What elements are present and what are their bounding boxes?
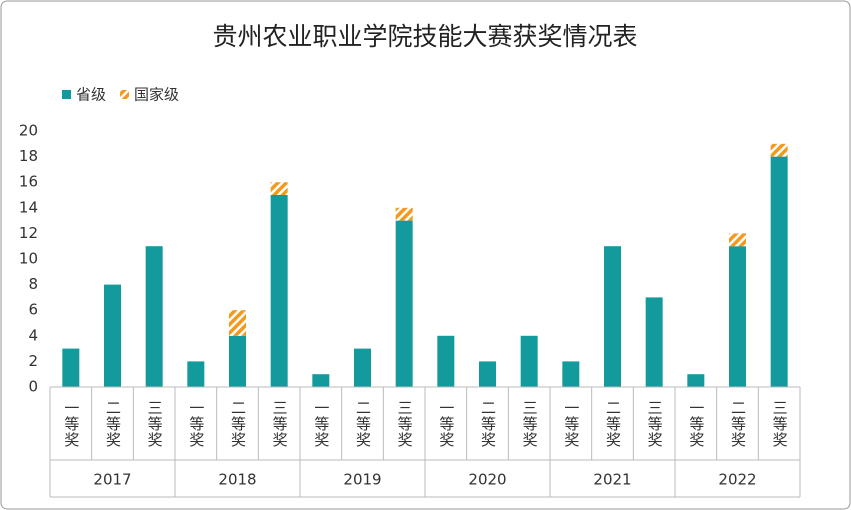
x-tick-label: 一等奖 — [62, 400, 80, 448]
legend-swatch — [62, 90, 71, 99]
bar-segment — [645, 297, 663, 387]
bar-segment — [395, 220, 413, 387]
bar-segment — [62, 348, 80, 387]
y-tick-label: 18 — [19, 147, 38, 165]
y-tick-label: 10 — [19, 250, 38, 268]
y-tick-label: 4 — [28, 326, 38, 344]
bar-segment — [687, 374, 705, 387]
bar-segment — [104, 284, 121, 387]
x-tick-label: 三等奖 — [146, 400, 164, 448]
group-label: 2020 — [468, 471, 506, 489]
x-tick-label: 二等奖 — [354, 400, 372, 448]
x-tick-label: 三等奖 — [271, 400, 289, 448]
legend-swatch — [120, 90, 130, 99]
x-tick-label: 一等奖 — [437, 400, 455, 448]
bar-segment — [229, 310, 246, 336]
bar-segment — [270, 182, 288, 195]
bar-segment — [562, 361, 580, 387]
group-label: 2018 — [218, 471, 256, 489]
legend-label: 省级 — [76, 86, 106, 104]
x-tick-label: 一等奖 — [562, 400, 580, 448]
y-tick-label: 8 — [28, 275, 38, 293]
bar-segment — [437, 335, 455, 387]
bar-segment — [312, 374, 330, 387]
bar-segment — [520, 335, 538, 387]
bar-segment — [479, 361, 496, 387]
group-label: 2019 — [343, 471, 381, 489]
y-tick-label: 16 — [19, 173, 38, 191]
x-tick-label: 三等奖 — [771, 400, 789, 448]
bar-segment — [229, 335, 246, 387]
group-label: 2017 — [93, 471, 131, 489]
x-tick-label: 二等奖 — [229, 400, 247, 448]
bar-segment — [354, 348, 371, 387]
x-tick-label: 一等奖 — [687, 400, 705, 448]
x-tick-label: 二等奖 — [604, 400, 622, 448]
bar-segment — [187, 361, 205, 387]
x-tick-label: 一等奖 — [312, 400, 330, 448]
y-tick-label: 2 — [28, 352, 38, 370]
bar-segment — [145, 246, 163, 387]
y-tick-label: 12 — [19, 224, 38, 242]
y-tick-label: 14 — [19, 198, 38, 216]
bar-segment — [270, 195, 288, 387]
bar-segment — [770, 156, 788, 387]
y-tick-label: 0 — [28, 378, 38, 396]
x-tick-label: 三等奖 — [646, 400, 664, 448]
group-label: 2021 — [593, 471, 631, 489]
bar-segment — [604, 246, 621, 387]
x-tick-label: 一等奖 — [187, 400, 205, 448]
x-tick-label: 二等奖 — [104, 400, 122, 448]
bar-segment — [729, 233, 746, 247]
y-tick-label: 6 — [28, 301, 38, 319]
group-label: 2022 — [718, 471, 756, 489]
x-tick-label: 二等奖 — [729, 400, 747, 448]
x-tick-label: 三等奖 — [396, 400, 414, 448]
y-tick-label: 20 — [19, 122, 38, 140]
legend-label: 国家级 — [134, 86, 179, 104]
x-tick-label: 三等奖 — [521, 400, 539, 448]
bar-segment — [729, 246, 746, 387]
bar-segment — [770, 143, 788, 157]
bar-segment — [395, 207, 413, 221]
chart-title: 贵州农业职业学院技能大赛获奖情况表 — [212, 22, 637, 51]
x-tick-label: 二等奖 — [479, 400, 497, 448]
